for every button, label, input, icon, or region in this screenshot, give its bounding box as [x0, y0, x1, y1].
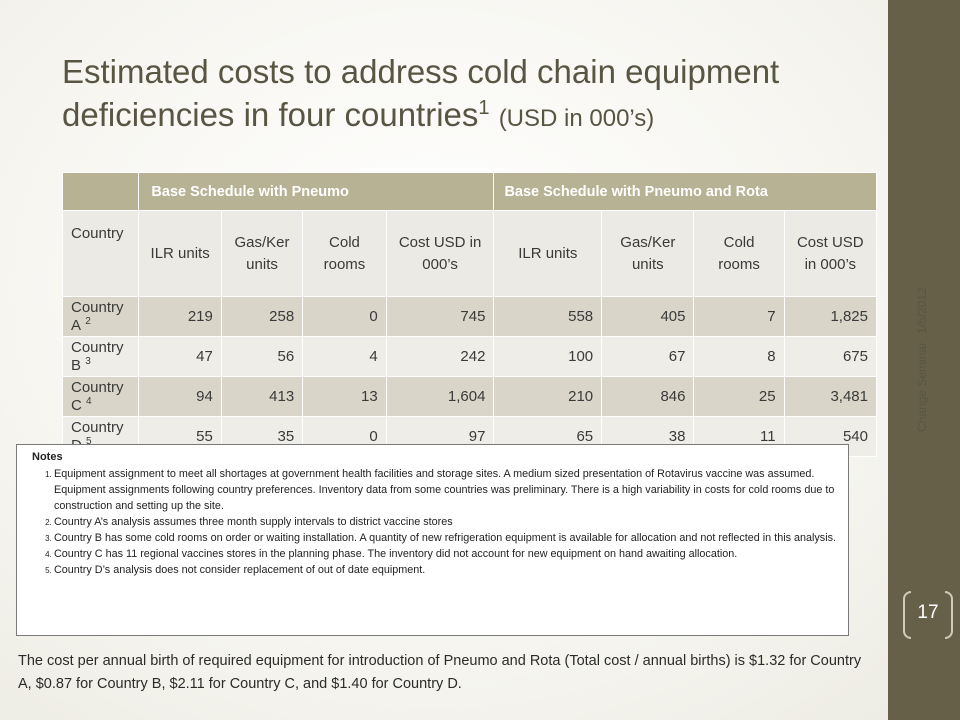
- note-item: Country D’s analysis does not consider r…: [54, 562, 838, 578]
- table-cell: 47: [138, 336, 222, 377]
- row-country: Country C 4: [61, 376, 140, 417]
- table-cell: 558: [493, 296, 603, 337]
- notes-title: Notes: [32, 451, 63, 463]
- table-cell: 745: [385, 296, 495, 337]
- title-suffix: (USD in 000’s): [498, 105, 655, 132]
- table-cell: 405: [601, 296, 695, 337]
- group-header-pneumo: Base Schedule with Pneumo: [138, 172, 495, 211]
- table-cell: 56: [220, 336, 304, 377]
- note-item: Country C has 11 regional vaccines store…: [54, 546, 838, 562]
- note-item: Country A’s analysis assumes three month…: [54, 514, 838, 530]
- right-sidebar: [888, 0, 960, 720]
- table-cell: 219: [138, 296, 222, 337]
- note-item: Equipment assignment to meet all shortag…: [54, 466, 838, 514]
- table-cell: 8: [693, 336, 785, 377]
- table-cell: 1,825: [783, 296, 878, 337]
- slide-title: Estimated costs to address cold chain eq…: [62, 50, 862, 140]
- table-row: Country C 4 94 413 13 1,604 210 846 25 3…: [61, 376, 878, 417]
- table-row: Country B 3 47 56 4 242 100 67 8 675: [61, 336, 878, 377]
- footer-summary: The cost per annual birth of required eq…: [18, 653, 862, 692]
- notes-list: Equipment assignment to meet all shortag…: [32, 466, 838, 578]
- side-seminar: Change Seminar: [915, 341, 929, 432]
- row-country: Country B 3: [61, 336, 140, 377]
- table-cell: 413: [220, 376, 304, 417]
- side-date: 1/5/2012: [915, 287, 929, 334]
- row-country: Country A 2: [61, 296, 140, 337]
- table-cell: 0: [302, 296, 387, 337]
- title-footnote-marker: 1: [478, 97, 490, 119]
- col-header-ilr: ILR units: [138, 210, 222, 297]
- table-cell: 4: [302, 336, 387, 377]
- page-number: 17: [917, 602, 939, 623]
- table-cell: 7: [693, 296, 785, 337]
- page-number-box: 17: [903, 591, 953, 639]
- table-column-header-row: Country ILR units Gas/Ker units Cold roo…: [61, 210, 878, 297]
- table-cell: 3,481: [783, 376, 878, 417]
- note-item: Country B has some cold rooms on order o…: [54, 530, 838, 546]
- table-cell: 94: [138, 376, 222, 417]
- table-cell: 846: [601, 376, 695, 417]
- title-main: Estimated costs to address cold chain eq…: [62, 53, 780, 133]
- notes-box: Notes Equipment assignment to meet all s…: [16, 444, 849, 636]
- table-cell: 675: [783, 336, 878, 377]
- table-group-header-row: Base Schedule with Pneumo Base Schedule …: [61, 172, 877, 211]
- col-header-cost: Cost USD in 000’s: [385, 210, 495, 297]
- col-header-coldrooms: Cold rooms: [302, 210, 387, 297]
- table-cell: 210: [493, 376, 603, 417]
- table-cell: 258: [220, 296, 304, 337]
- table-row: Country A 2 219 258 0 745 558 405 7 1,82…: [61, 296, 878, 337]
- col-header-gasker: Gas/Ker units: [220, 210, 304, 297]
- table-cell: 1,604: [385, 376, 495, 417]
- table-cell: 25: [693, 376, 785, 417]
- table-cell: 13: [302, 376, 387, 417]
- col-header-country: Country: [61, 210, 140, 297]
- col-header-coldrooms-2: Cold rooms: [693, 210, 785, 297]
- table-cell: 67: [601, 336, 695, 377]
- cost-table: Base Schedule with Pneumo Base Schedule …: [61, 172, 878, 457]
- table-cell: 242: [385, 336, 495, 377]
- header-blank-cell: [61, 172, 140, 211]
- col-header-cost-2: Cost USD in 000’s: [783, 210, 878, 297]
- group-header-pneumo-rota: Base Schedule with Pneumo and Rota: [493, 172, 877, 211]
- left-bracket: [903, 591, 911, 639]
- col-header-ilr-2: ILR units: [493, 210, 603, 297]
- col-header-gasker-2: Gas/Ker units: [601, 210, 695, 297]
- table-cell: 100: [493, 336, 603, 377]
